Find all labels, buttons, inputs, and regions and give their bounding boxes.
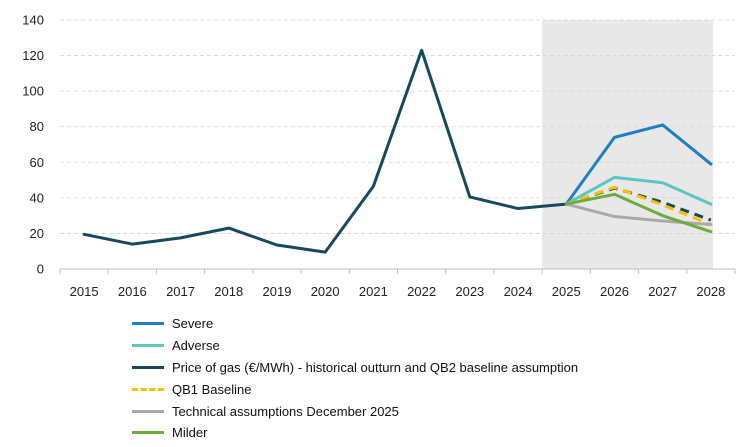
x-axis-ticks: 2015 2016 2017 2018 2019 2020 2021 2022 2023 2024… — [59, 269, 736, 299]
legend-swatch — [132, 365, 164, 369]
legend-item: Price of gas (€/MWh) - historical outtur… — [132, 357, 578, 379]
x-tick-label: 2016 — [118, 284, 147, 299]
x-tick-label: 2017 — [166, 284, 195, 299]
x-tick-label: 2019 — [263, 284, 292, 299]
legend-label: Adverse — [172, 338, 220, 354]
legend-swatch — [132, 344, 164, 348]
legend-item: Severe — [132, 313, 578, 335]
legend-item: Milder — [132, 422, 578, 444]
legend-swatch — [132, 322, 164, 326]
x-tick-label: 2020 — [311, 284, 340, 299]
legend-swatch — [132, 409, 164, 413]
legend-label: QB1 Baseline — [172, 381, 252, 397]
y-axis-ticks: 0 20 40 60 80 100 120 140 — [22, 13, 44, 277]
x-tick-label: 2015 — [70, 284, 99, 299]
x-tick-label: 2022 — [407, 284, 436, 299]
x-tick-label: 2026 — [600, 284, 629, 299]
legend-item: Technical assumptions December 2025 — [132, 400, 578, 422]
legend-label: Price of gas (€/MWh) - historical outtur… — [172, 359, 579, 375]
x-tick-label: 2024 — [504, 284, 533, 299]
series-line — [564, 192, 713, 234]
series-line — [565, 185, 712, 226]
legend-item: Adverse — [132, 335, 578, 357]
legend-label: Severe — [172, 316, 214, 332]
x-tick-label: 2023 — [455, 284, 484, 299]
y-tick-label: 100 — [22, 84, 44, 99]
x-tick-label: 2028 — [696, 284, 725, 299]
legend-label: Technical assumptions December 2025 — [172, 403, 399, 419]
series-line — [564, 123, 713, 206]
legend-item: QB1 Baseline — [132, 378, 578, 400]
series-line — [564, 175, 713, 206]
y-tick-label: 40 — [30, 190, 44, 205]
gridlines — [60, 19, 735, 234]
y-tick-label: 80 — [30, 119, 44, 134]
legend-swatch — [132, 387, 164, 391]
chart-legend: Severe Adverse Price of gas (€/MWh) - hist… — [132, 313, 578, 444]
x-tick-label: 2021 — [359, 284, 388, 299]
legend-swatch — [132, 431, 164, 435]
y-tick-label: 140 — [22, 13, 44, 28]
x-tick-label: 2018 — [214, 284, 243, 299]
y-tick-label: 120 — [22, 48, 44, 63]
series-lines — [82, 48, 713, 254]
x-tick-label: 2027 — [648, 284, 677, 299]
series-line — [82, 48, 568, 254]
y-tick-label: 0 — [37, 262, 44, 277]
y-tick-label: 20 — [30, 226, 44, 241]
legend-label: Milder — [172, 425, 208, 441]
x-tick-label: 2025 — [552, 284, 581, 299]
y-tick-label: 60 — [30, 155, 44, 170]
